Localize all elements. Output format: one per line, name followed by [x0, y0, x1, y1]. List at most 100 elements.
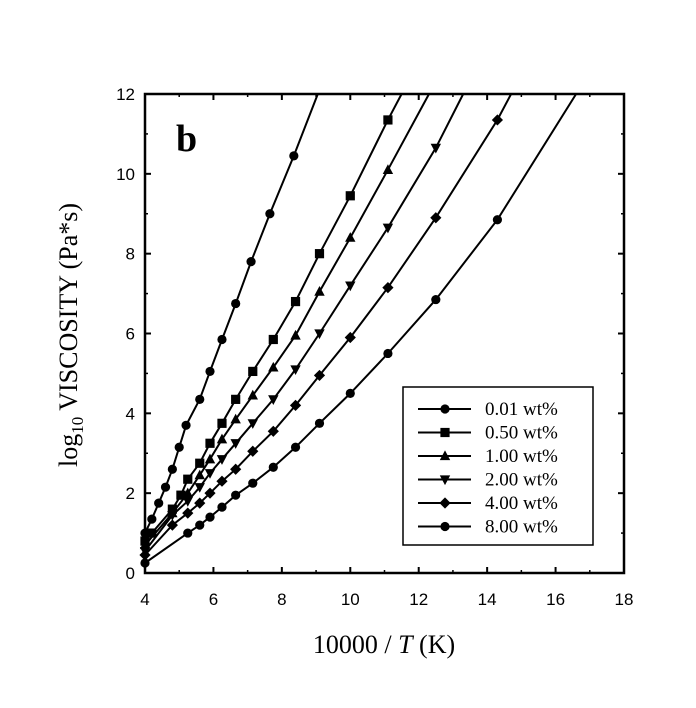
- data-point: [204, 469, 216, 479]
- data-point: [345, 281, 356, 292]
- x-tick-label: 14: [478, 590, 497, 609]
- data-point: [195, 394, 205, 404]
- data-point: [231, 298, 241, 309]
- data-point: [167, 464, 177, 474]
- data-point: [313, 369, 326, 382]
- data-point: [166, 519, 178, 531]
- y-axis-title: log10 VISCOSITY (Pa*s): [54, 203, 87, 467]
- data-point: [230, 439, 241, 449]
- data-point: [314, 249, 325, 259]
- y-tick-label: 0: [126, 564, 135, 583]
- data-point: [344, 331, 356, 344]
- legend-marker: [440, 427, 450, 438]
- y-tick-label: 4: [126, 404, 135, 423]
- x-tick-label: 16: [546, 590, 565, 609]
- data-point: [290, 442, 301, 452]
- data-point: [248, 366, 258, 377]
- legend-marker: [439, 475, 451, 486]
- data-point: [195, 520, 205, 530]
- data-point: [231, 490, 241, 500]
- data-point: [230, 413, 241, 424]
- data-point: [314, 285, 325, 296]
- data-point: [181, 420, 191, 430]
- data-point: [204, 487, 216, 499]
- data-point: [383, 115, 393, 125]
- series-6: [140, 93, 577, 568]
- series-line: [144, 93, 430, 546]
- data-point: [430, 212, 442, 224]
- data-point: [314, 329, 325, 340]
- legend-item: 8.00 wt%: [418, 517, 558, 538]
- data-point: [217, 418, 227, 428]
- y-tick-label: 6: [126, 325, 135, 344]
- data-point: [147, 528, 157, 538]
- data-point: [345, 191, 355, 201]
- data-point: [194, 497, 206, 509]
- x-tick-label: 6: [209, 590, 218, 609]
- data-point: [231, 394, 241, 404]
- series-3: [139, 93, 430, 550]
- data-point: [268, 462, 278, 472]
- data-point: [265, 209, 275, 219]
- data-point: [491, 114, 504, 126]
- x-tick-label: 4: [140, 590, 149, 609]
- data-point: [194, 469, 205, 480]
- data-point: [205, 438, 215, 448]
- legend-label: 2.00 wt%: [485, 470, 558, 491]
- legend-item: 0.01 wt%: [418, 399, 558, 420]
- data-point: [268, 395, 279, 405]
- data-point: [216, 475, 228, 487]
- data-point: [430, 143, 442, 154]
- data-point: [382, 164, 394, 174]
- data-point: [431, 294, 441, 305]
- data-point: [176, 490, 186, 500]
- data-point: [230, 463, 242, 475]
- y-axis-title-suffix: VISCOSITY (Pa*s): [54, 203, 83, 417]
- series-line: [144, 93, 403, 542]
- legend-marker: [439, 497, 451, 509]
- x-axis-title: 10000 / T (K): [313, 630, 455, 659]
- data-point: [345, 232, 356, 242]
- data-point: [247, 389, 258, 400]
- x-axis-title-suffix: (K): [413, 630, 456, 659]
- x-axis-title-prefix: 10000 /: [313, 630, 398, 659]
- legend-marker: [440, 404, 450, 414]
- y-axis-title-prefix: log: [54, 434, 83, 467]
- legend-item: 0.50 wt%: [418, 423, 558, 444]
- data-point: [290, 365, 301, 376]
- data-point: [182, 497, 193, 507]
- x-axis-title-variable: T: [398, 630, 414, 659]
- data-point: [383, 348, 393, 359]
- x-tick-label: 10: [341, 590, 360, 609]
- data-point: [216, 455, 228, 465]
- data-point: [314, 418, 325, 428]
- data-point: [160, 482, 171, 492]
- legend-item: 2.00 wt%: [418, 470, 558, 491]
- data-point: [268, 361, 279, 372]
- series-line: [144, 93, 512, 556]
- data-point: [205, 366, 215, 377]
- legend-label: 0.50 wt%: [485, 423, 558, 444]
- data-point: [167, 511, 178, 521]
- data-point: [217, 502, 227, 512]
- legend-label: 8.00 wt%: [485, 517, 558, 538]
- data-point: [345, 388, 355, 398]
- data-point: [267, 425, 279, 437]
- x-tick-label: 12: [409, 590, 428, 609]
- data-point: [289, 151, 299, 161]
- legend: 0.01 wt% 0.50 wt%1.00 wt% 2.00 wt%4.00 wt%…: [402, 386, 594, 546]
- data-point: [248, 478, 258, 488]
- legend-label: 4.00 wt%: [485, 493, 558, 514]
- data-point: [182, 507, 194, 519]
- axis-ticks: 4 6 8 10 12 14 16 18 0 2 4 6 8 10 12: [116, 85, 633, 609]
- x-tick-label: 8: [277, 590, 286, 609]
- data-point: [194, 483, 205, 493]
- data-point: [289, 399, 302, 411]
- legend-marker: [439, 450, 451, 461]
- plot-marks: [139, 93, 577, 568]
- legend-item: 1.00 wt%: [418, 446, 558, 467]
- series-4: [139, 93, 465, 557]
- data-point: [247, 445, 259, 457]
- panel-label: b: [176, 118, 197, 160]
